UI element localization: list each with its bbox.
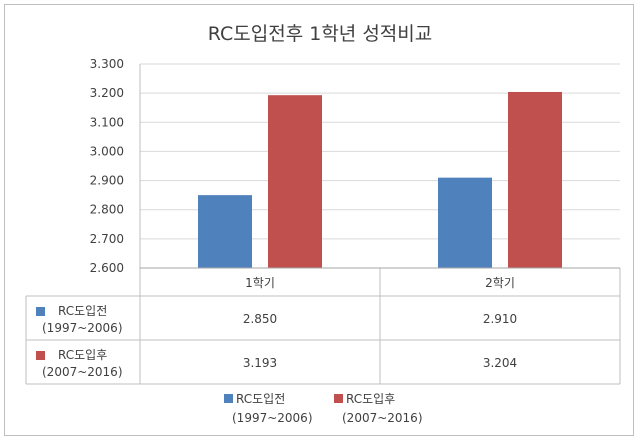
y-tick-label: 2.700: [90, 232, 124, 246]
bars: [198, 91, 562, 268]
legend-period: (1997~2006): [232, 411, 313, 425]
legend-swatch: [334, 394, 343, 403]
table-series-name: RC도입전: [58, 304, 107, 318]
bar-2-1: [268, 95, 322, 268]
y-tick-label: 3.000: [90, 144, 124, 158]
y-tick-label: 2.600: [90, 261, 124, 275]
table-series-swatch: [36, 307, 45, 316]
table-series-period: (1997~2006): [42, 321, 123, 335]
data-value-label: 3.204: [483, 356, 517, 370]
bar-1-2: [438, 177, 492, 268]
y-axis-ticks: 2.600 2.700 2.800 2.900 3.000 3.100 3.200 3.300: [90, 57, 124, 275]
y-tick-label: 2.900: [90, 174, 124, 188]
data-value-label: 3.193: [243, 356, 277, 370]
legend-label: RC도입후: [346, 392, 395, 406]
data-value-label: 2.910: [483, 312, 517, 326]
table-series-name: RC도입후: [58, 348, 107, 362]
y-tick-label: 2.800: [90, 203, 124, 217]
chart-title: RC도입전후 1학년 성적비교: [208, 23, 433, 45]
y-tick-label: 3.100: [90, 115, 124, 129]
table-series-period: (2007~2016): [42, 365, 123, 379]
chart-frame: [4, 4, 634, 436]
bar-2-2: [508, 91, 562, 268]
table-series-swatch: [36, 351, 45, 360]
data-table: 1학기 2학기 RC도입전 (1997~2006) 2.850 2.910 RC도입후 (20…: [25, 64, 621, 385]
legend: RC도입전 (1997~2006) RC도입후 (2007~2016): [224, 392, 423, 425]
y-tick-label: 3.200: [90, 86, 124, 100]
legend-label: RC도입전: [236, 392, 285, 406]
category-label: 1학기: [245, 276, 275, 290]
legend-period: (2007~2016): [342, 411, 423, 425]
y-tick-label: 3.300: [90, 57, 124, 71]
legend-swatch: [224, 394, 233, 403]
bar-1-1: [198, 195, 252, 268]
data-value-label: 2.850: [243, 312, 277, 326]
category-label: 2학기: [485, 276, 515, 290]
